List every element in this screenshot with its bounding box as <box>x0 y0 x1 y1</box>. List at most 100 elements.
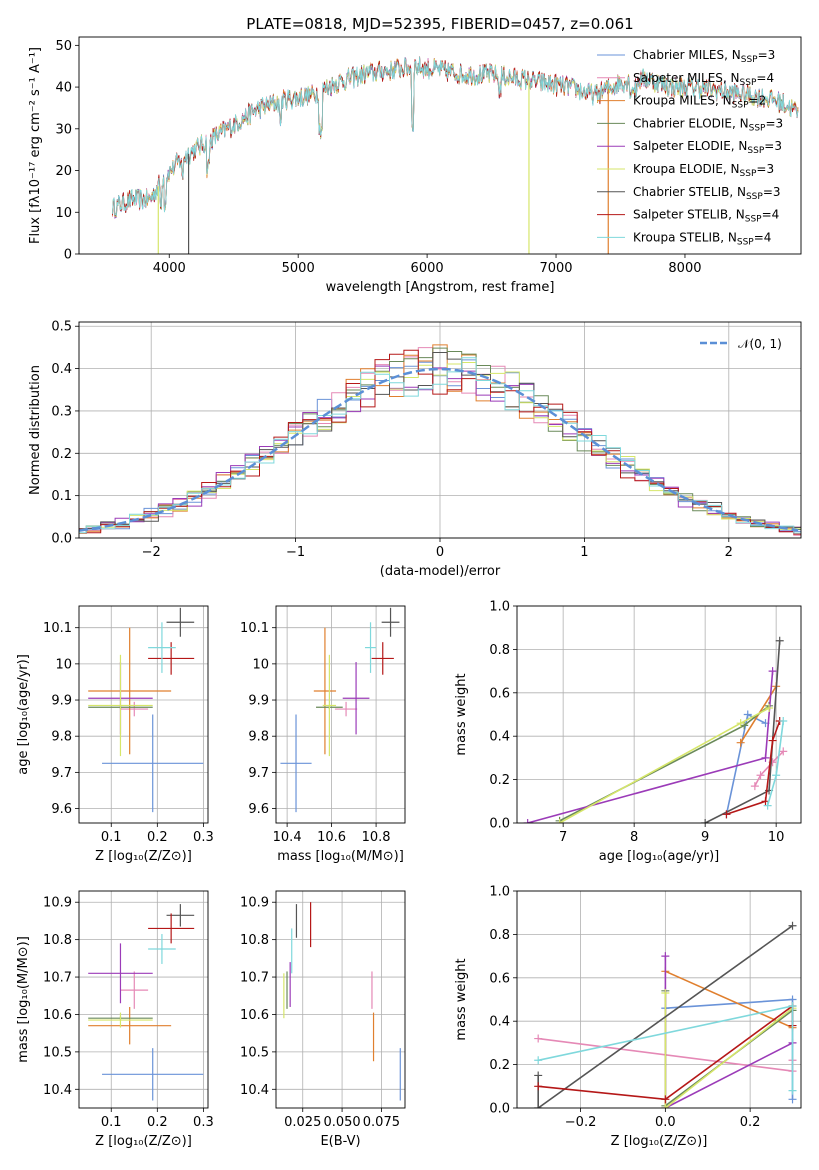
legend-value: =3 <box>764 139 782 153</box>
weight-marker <box>756 771 765 780</box>
plot-area <box>79 344 801 536</box>
legend-label: Salpeter MILES, NSSP=4 <box>633 71 774 88</box>
legend-label: Chabrier ELODIE, NSSP=3 <box>633 116 783 133</box>
y-tick-label: 0.2 <box>51 447 72 462</box>
y-axis-label: mass [log₁₀(M/M⊙)] <box>16 936 31 1063</box>
weight-marker <box>768 667 777 676</box>
y-tick-label: 10.8 <box>240 933 269 948</box>
x-tick-label: 2 <box>725 545 733 560</box>
figure-title: PLATE=0818, MJD=52395, FIBERID=0457, z=0… <box>246 15 633 33</box>
weight-marker <box>701 819 710 823</box>
x-tick-label: 0.2 <box>147 1115 168 1130</box>
x-tick-label: −0.2 <box>565 1115 597 1130</box>
y-tick-label: 0.6 <box>489 971 510 986</box>
weight-line <box>664 990 793 1108</box>
x-tick-label: 10.6 <box>317 830 346 845</box>
legend-value: =4 <box>754 230 772 244</box>
y-tick-label: 40 <box>55 81 72 96</box>
legend-subscript: SSP <box>741 55 758 65</box>
weight-line <box>665 970 793 1029</box>
x-tick-label: 0.025 <box>284 1115 321 1130</box>
y-tick-label: 0.0 <box>489 817 510 832</box>
y-tick-label: 10 <box>55 657 72 672</box>
x-axis-label: Z [log₁₀(Z/Z⊙)] <box>611 1134 708 1149</box>
weight-line <box>664 993 793 1108</box>
legend-subscript: SSP <box>749 123 766 133</box>
weight-marker <box>722 810 731 819</box>
x-tick-label: 7000 <box>539 261 572 276</box>
weight-marker <box>523 819 532 823</box>
x-tick-label: 10 <box>768 830 785 845</box>
legend-value: =4 <box>762 208 780 222</box>
weight-marker <box>661 952 670 961</box>
y-tick-label: 10.8 <box>43 933 72 948</box>
x-tick-label: 10.8 <box>362 830 391 845</box>
y-tick-label: 10.6 <box>43 1008 72 1023</box>
weight-marker <box>736 738 745 747</box>
weight-line <box>704 640 781 823</box>
weight-marker <box>534 1104 543 1108</box>
x-tick-label: 8 <box>630 830 638 845</box>
weight-marker <box>768 736 777 745</box>
y-axis-label: mass weight <box>454 673 469 755</box>
plot-area <box>112 56 799 254</box>
weight-marker <box>779 717 788 726</box>
axes-frame <box>78 605 209 824</box>
y-tick-label: 9.8 <box>248 730 269 745</box>
plot-area <box>88 904 204 1101</box>
x-axis-label: age [log₁₀(age/yr)] <box>599 849 720 864</box>
y-tick-label: 0.2 <box>489 1058 510 1073</box>
y-tick-label: 50 <box>55 39 72 54</box>
weight-marker <box>661 1104 670 1108</box>
y-tick-label: 9.9 <box>51 694 72 709</box>
weight-marker <box>555 819 564 823</box>
y-tick-label: 0.8 <box>489 928 510 943</box>
axes-frame <box>516 605 802 824</box>
weight-marker <box>750 782 759 791</box>
y-tick-label: 0.0 <box>489 1102 510 1117</box>
axes-frame <box>516 890 802 1109</box>
legend-label: Salpeter ELODIE, NSSP=3 <box>633 139 782 156</box>
y-tick-label: 0.4 <box>489 730 510 745</box>
x-tick-label: 1 <box>580 545 588 560</box>
legend-subscript: SSP <box>747 146 764 156</box>
y-tick-label: 0 <box>64 248 72 263</box>
x-tick-label: 0.2 <box>740 1115 761 1130</box>
y-tick-label: 10.7 <box>240 971 269 986</box>
x-tick-label: 10.4 <box>273 830 302 845</box>
x-tick-label: 0.0 <box>655 1115 676 1130</box>
x-tick-label: 7 <box>559 830 567 845</box>
panel-massweight-vs-Z: −0.2 0.0 0.2 0.0 0.2 0.4 0.6 0.8 1.0 Z [log₁₀(Z/Z… <box>454 885 802 1149</box>
panel-age-vs-Z: 0.1 0.2 0.3 9.6 9.7 9.8 9.9 10 10.1 Z [log₁₀(Z/Z⊙… <box>16 605 214 864</box>
x-tick-label: −1 <box>286 545 305 560</box>
legend-value: =3 <box>763 185 781 199</box>
panel-mass-vs-Z: 0.1 0.2 0.3 10.4 10.5 10.6 10.7 10.8 10.9 Z [log₁… <box>16 890 214 1149</box>
weight-marker <box>788 1086 797 1095</box>
weight-marker <box>772 771 781 780</box>
y-tick-label: 1.0 <box>489 885 510 900</box>
weight-marker <box>661 1095 670 1104</box>
legend-subscript: SSP <box>745 215 762 225</box>
y-tick-label: 10.9 <box>240 896 269 911</box>
legend-value: =3 <box>756 162 774 176</box>
x-tick-label: 0.2 <box>147 830 168 845</box>
x-tick-label: 0.1 <box>101 830 122 845</box>
y-tick-label: 0.3 <box>51 404 72 419</box>
legend-value: =4 <box>756 71 774 85</box>
y-axis-label: age [log₁₀(age/yr)] <box>16 654 31 775</box>
y-tick-label: 10.5 <box>43 1045 72 1060</box>
x-tick-label: 6000 <box>411 261 444 276</box>
axes-frame <box>275 605 406 824</box>
weight-marker <box>788 1095 797 1104</box>
panel-age-vs-mass: 10.4 10.6 10.8 9.6 9.7 9.8 9.9 10 10.1 mass [log₁… <box>240 605 406 864</box>
y-tick-label: 0.8 <box>489 643 510 658</box>
y-tick-label: 10.6 <box>240 1008 269 1023</box>
x-tick-label: 0.075 <box>363 1115 400 1130</box>
axes-frame <box>78 890 209 1109</box>
legend-label: 𝒩(0, 1) <box>738 337 782 351</box>
y-tick-label: 20 <box>55 164 72 179</box>
y-tick-label: 30 <box>55 122 72 137</box>
weight-marker <box>775 636 784 645</box>
weight-marker <box>788 1002 797 1011</box>
